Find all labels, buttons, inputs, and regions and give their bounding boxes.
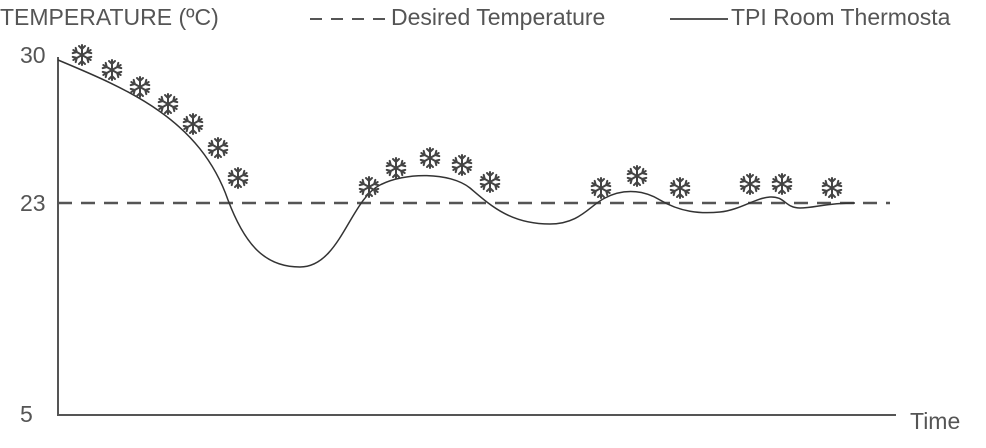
snowflake [182, 113, 204, 135]
snowflake [227, 167, 249, 189]
snowflake [71, 44, 93, 66]
legend-label: TPI Room Thermosta [731, 4, 951, 30]
snowflake [157, 93, 179, 115]
snowflakes [71, 44, 843, 199]
legend-label: Desired Temperature [391, 4, 605, 30]
snowflake [479, 171, 501, 193]
snowflake [821, 177, 843, 199]
snowflake [451, 154, 473, 176]
snowflake [207, 137, 229, 159]
snowflake [771, 173, 793, 195]
snowflake [590, 177, 612, 199]
thermostat-curve [57, 59, 856, 268]
snowflake [419, 147, 441, 169]
y-label: 23 [20, 190, 46, 216]
snowflake [739, 173, 761, 195]
snowflake [101, 59, 123, 81]
y-label: 5 [20, 401, 33, 427]
snowflake [626, 165, 648, 187]
snowflake [129, 76, 151, 98]
snowflake [669, 177, 691, 199]
x-label: Time [910, 408, 960, 434]
snowflake [385, 157, 407, 179]
y-label: 30 [20, 42, 46, 68]
axis-title: TEMPERATURE (ºC) [0, 4, 219, 30]
